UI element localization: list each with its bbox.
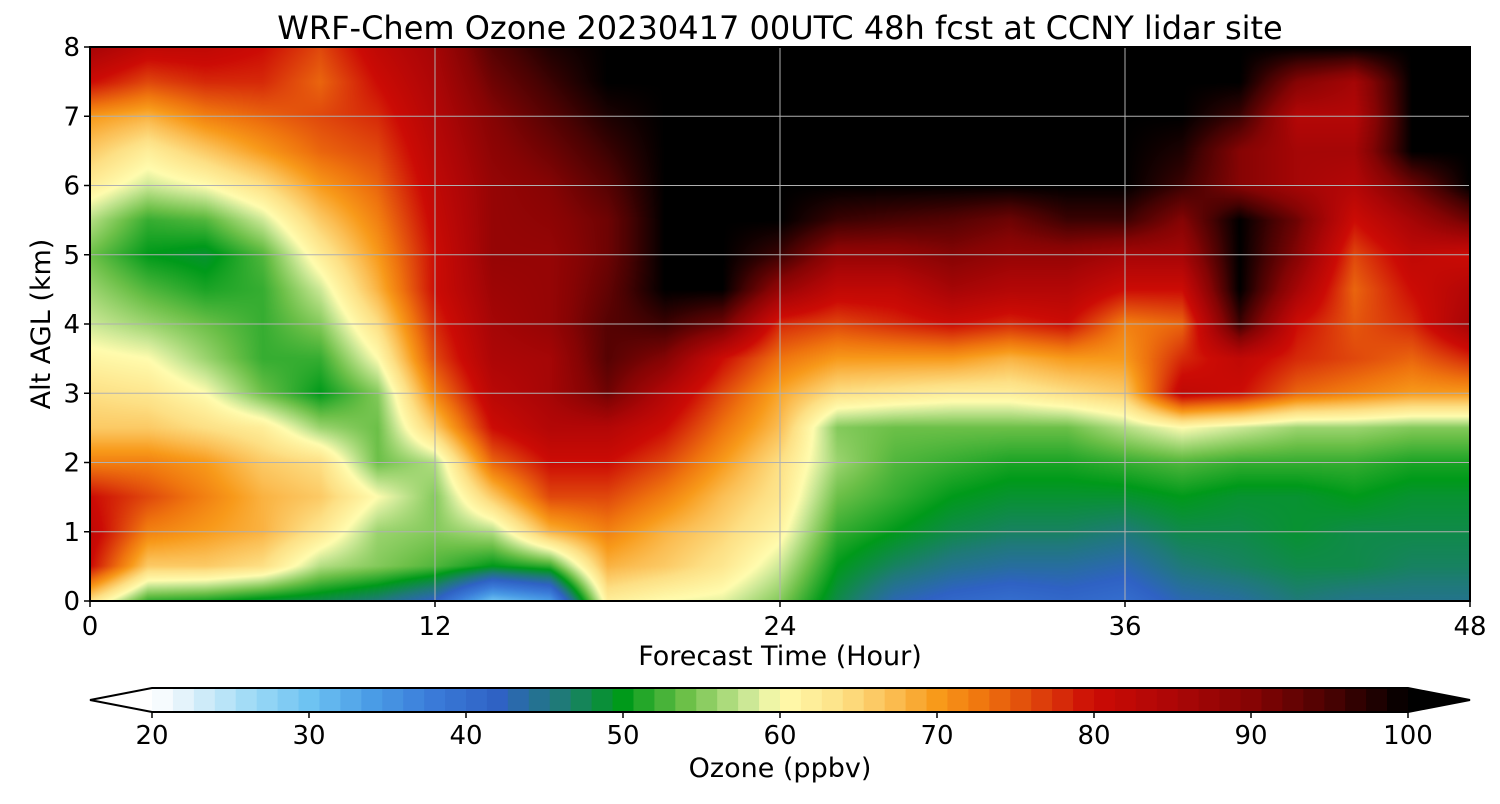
colorbar-high-extend bbox=[1408, 688, 1470, 712]
colorbar-swatch bbox=[1261, 688, 1283, 712]
colorbar-tick-label: 100 bbox=[1383, 721, 1433, 751]
colorbar-low-extend bbox=[90, 688, 152, 712]
colorbar-swatch bbox=[298, 688, 321, 712]
colorbar-swatch bbox=[1240, 688, 1263, 712]
chart-title: WRF-Chem Ozone 20230417 00UTC 48h fcst a… bbox=[277, 9, 1282, 47]
colorbar-swatch bbox=[1219, 688, 1242, 712]
colorbar-swatch bbox=[842, 688, 865, 712]
y-tick-label: 2 bbox=[63, 449, 80, 479]
y-tick-label: 6 bbox=[63, 172, 80, 202]
colorbar-tick-label: 70 bbox=[920, 721, 953, 751]
colorbar-swatch bbox=[1387, 688, 1409, 712]
y-tick-label: 3 bbox=[63, 379, 80, 409]
colorbar-swatch bbox=[570, 688, 593, 712]
colorbar-swatch bbox=[486, 688, 509, 712]
colorbar-swatch bbox=[1156, 688, 1179, 712]
colorbar-swatch bbox=[361, 688, 383, 712]
colorbar-swatch bbox=[1052, 688, 1074, 712]
colorbar-swatch bbox=[884, 688, 907, 712]
colorbar-swatch bbox=[319, 688, 341, 712]
colorbar-swatch bbox=[905, 688, 928, 712]
x-tick-label: 0 bbox=[82, 612, 99, 642]
x-tick-label: 24 bbox=[763, 612, 796, 642]
colorbar-tick-label: 20 bbox=[135, 721, 168, 751]
colorbar-swatch bbox=[507, 688, 530, 712]
colorbar-swatch bbox=[1073, 688, 1095, 712]
colorbar-swatch bbox=[1303, 688, 1325, 712]
colorbar-swatch bbox=[863, 688, 886, 712]
colorbar-swatch bbox=[696, 688, 718, 712]
x-tick-label: 12 bbox=[418, 612, 451, 642]
colorbar-swatch bbox=[1282, 688, 1304, 712]
colorbar-swatch bbox=[466, 688, 488, 712]
colorbar-swatch bbox=[800, 688, 823, 712]
colorbar-tick-label: 60 bbox=[763, 721, 796, 751]
colorbar-tick-label: 80 bbox=[1077, 721, 1110, 751]
colorbar-swatch bbox=[654, 688, 676, 712]
colorbar-swatch bbox=[382, 688, 404, 712]
colorbar-swatch bbox=[152, 688, 174, 712]
colorbar-swatch bbox=[1114, 688, 1137, 712]
colorbar-swatch bbox=[947, 688, 969, 712]
colorbar-swatch bbox=[612, 688, 635, 712]
colorbar-swatch bbox=[193, 688, 216, 712]
y-tick-label: 0 bbox=[63, 587, 80, 617]
colorbar-swatch bbox=[926, 688, 949, 712]
x-tick-label: 48 bbox=[1453, 612, 1486, 642]
colorbar-tick-label: 40 bbox=[449, 721, 482, 751]
colorbar-swatch bbox=[172, 688, 195, 712]
colorbar-swatch bbox=[1135, 688, 1158, 712]
colorbar-label: Ozone (ppbv) bbox=[689, 753, 872, 784]
colorbar-tick-label: 30 bbox=[292, 721, 325, 751]
colorbar-swatch bbox=[1177, 688, 1200, 712]
colorbar: 20 30 40 50 60 70 80 90 100 bbox=[89, 687, 1471, 751]
colorbar-swatch bbox=[1198, 688, 1221, 712]
colorbar-swatch bbox=[759, 688, 781, 712]
colorbar-swatch bbox=[424, 688, 446, 712]
colorbar-swatch bbox=[235, 688, 258, 712]
colorbar-swatch bbox=[340, 688, 362, 712]
colorbar-swatch bbox=[591, 688, 614, 712]
colorbar-tick-label: 50 bbox=[606, 721, 639, 751]
y-tick-label: 7 bbox=[63, 102, 80, 132]
colorbar-swatch bbox=[1031, 688, 1053, 712]
colorbar-swatch bbox=[1366, 688, 1388, 712]
colorbar-swatch bbox=[738, 688, 760, 712]
colorbar-swatch bbox=[1345, 688, 1367, 712]
colorbar-swatch bbox=[445, 688, 467, 712]
colorbar-swatch bbox=[989, 688, 1011, 712]
y-axis-ticks: 0 1 2 3 4 5 6 7 8 bbox=[63, 33, 90, 617]
colorbar-swatch bbox=[214, 688, 237, 712]
colorbar-swatch bbox=[717, 688, 739, 712]
y-tick-label: 8 bbox=[63, 33, 80, 63]
colorbar-swatch bbox=[821, 688, 844, 712]
x-tick-label: 36 bbox=[1108, 612, 1141, 642]
colorbar-swatch bbox=[1094, 688, 1116, 712]
y-axis-label: Alt AGL (km) bbox=[26, 239, 57, 410]
colorbar-tick-label: 90 bbox=[1234, 721, 1267, 751]
colorbar-swatch bbox=[528, 688, 551, 712]
colorbar-swatch bbox=[780, 688, 802, 712]
y-tick-label: 5 bbox=[63, 241, 80, 271]
colorbar-swatch bbox=[1010, 688, 1032, 712]
colorbar-swatch bbox=[968, 688, 990, 712]
colorbar-swatch bbox=[549, 688, 572, 712]
colorbar-swatch bbox=[277, 688, 300, 712]
colorbar-swatch bbox=[1324, 688, 1346, 712]
y-tick-label: 1 bbox=[63, 518, 80, 548]
y-tick-label: 4 bbox=[63, 310, 80, 340]
x-axis-label: Forecast Time (Hour) bbox=[638, 641, 922, 672]
colorbar-swatch bbox=[675, 688, 697, 712]
colorbar-swatch bbox=[256, 688, 279, 712]
colorbar-swatch bbox=[633, 688, 655, 712]
colorbar-swatch bbox=[403, 688, 425, 712]
x-axis-ticks: 0 12 24 36 48 bbox=[82, 601, 1487, 642]
